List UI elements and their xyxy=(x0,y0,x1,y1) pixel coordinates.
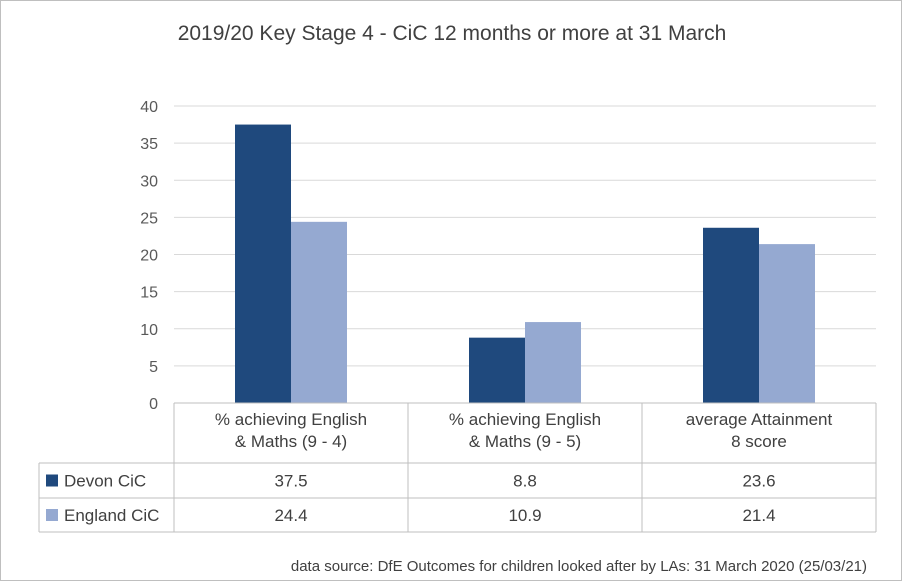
y-tick-label: 5 xyxy=(149,359,158,376)
bar-devon-cic-2 xyxy=(703,227,759,403)
data-label: 10.9 xyxy=(508,506,541,525)
bar-devon-cic-0 xyxy=(235,124,291,403)
legend-key xyxy=(46,509,58,521)
y-tick-label: 30 xyxy=(140,173,158,190)
data-table: % achieving English & Maths (9 - 4) % achi… xyxy=(38,402,877,533)
bar-england-cic-2 xyxy=(759,244,815,403)
data-label: 23.6 xyxy=(742,472,775,491)
y-tick-label: 40 xyxy=(140,99,158,116)
y-tick-label: 15 xyxy=(140,285,158,302)
source-note: data source: DfE Outcomes for children l… xyxy=(291,558,867,575)
legend-label: Devon CiC xyxy=(64,472,146,491)
bar-england-cic-0 xyxy=(291,221,347,403)
data-label: 24.4 xyxy=(274,506,307,525)
legend-key xyxy=(46,474,58,487)
chart-title: 2019/20 Key Stage 4 - CiC 12 months or m… xyxy=(178,22,727,45)
x-category-label: % achieving English & Maths (9 - 5) xyxy=(449,410,601,451)
bars xyxy=(235,124,815,403)
legend-label: England CiC xyxy=(64,506,159,525)
y-axis-ticks: 0 5 10 15 20 25 30 35 40 xyxy=(140,99,158,413)
y-tick-label: 0 xyxy=(149,396,158,413)
y-tick-label: 10 xyxy=(140,322,158,339)
data-label: 21.4 xyxy=(742,506,775,525)
x-category-label: average Attainment 8 score xyxy=(686,410,833,451)
data-label: 37.5 xyxy=(274,472,307,491)
bar-devon-cic-1 xyxy=(469,337,525,403)
x-category-label: % achieving English & Maths (9 - 4) xyxy=(215,410,367,451)
y-tick-label: 20 xyxy=(140,248,158,265)
y-tick-label: 25 xyxy=(140,210,158,227)
bar-england-cic-1 xyxy=(525,322,581,403)
data-label: 8.8 xyxy=(513,472,537,491)
y-tick-label: 35 xyxy=(140,136,158,153)
